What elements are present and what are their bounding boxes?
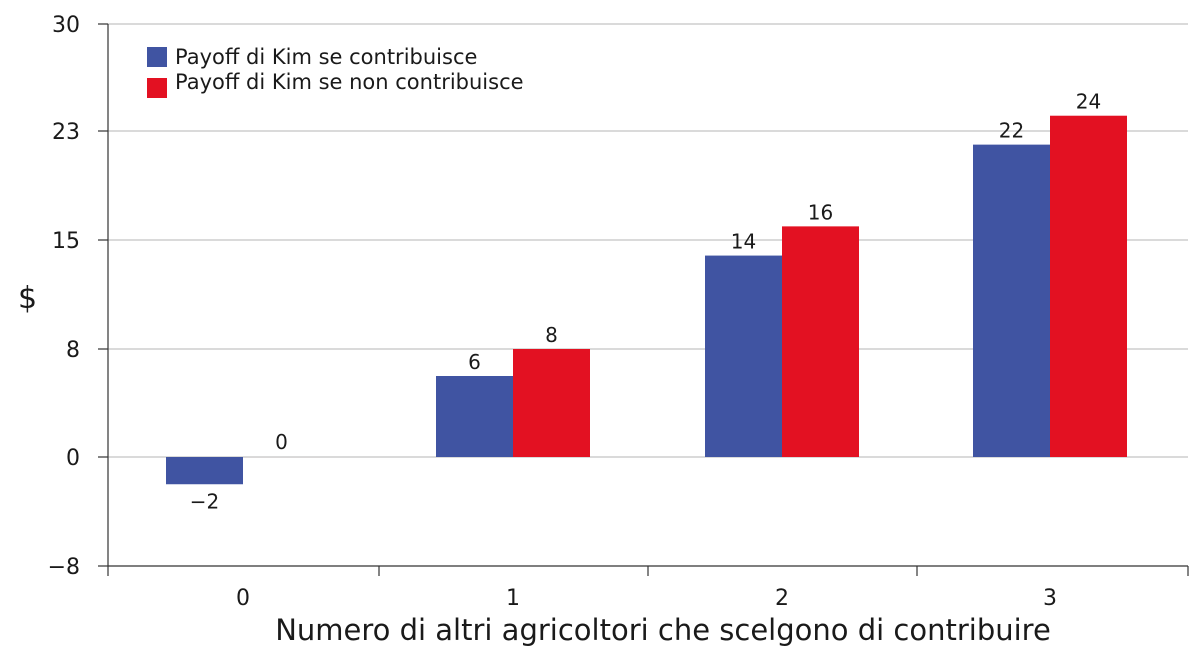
data-label: −2	[190, 489, 219, 513]
data-label: 14	[731, 230, 756, 254]
bar-contribuisce	[436, 376, 513, 457]
x-axis-title: Numero di altri agricoltori che scelgono…	[275, 613, 1051, 647]
bar-contribuisce	[705, 255, 782, 457]
bar-contribuisce	[973, 144, 1050, 457]
bar-non-contribuisce	[1050, 115, 1127, 457]
bar-contribuisce	[166, 457, 243, 485]
data-label: 24	[1076, 90, 1101, 114]
bar-non-contribuisce	[513, 349, 590, 457]
data-label: 6	[468, 350, 481, 374]
y-tick-label: −8	[48, 555, 80, 580]
x-tick-label: 3	[1043, 586, 1057, 611]
axes	[98, 23, 1189, 576]
data-label: 22	[999, 119, 1024, 143]
x-tick-label: 1	[506, 586, 520, 611]
data-label: 0	[275, 430, 288, 454]
legend-label-non-contribuisce: Payoff di Kim se non contribuisce	[175, 70, 524, 94]
legend-swatch-non-contribuisce	[147, 78, 167, 98]
data-label: 8	[545, 323, 558, 347]
x-tick-label: 2	[775, 586, 789, 611]
y-tick-label: 0	[66, 446, 80, 471]
y-tick-label: 30	[52, 13, 80, 38]
bars	[166, 115, 1127, 485]
y-tick-label: 23	[52, 120, 80, 145]
legend: Payoff di Kim se contribuisce Payoff di …	[147, 45, 524, 98]
y-tick-label: 8	[66, 338, 80, 363]
data-label: 16	[808, 200, 833, 224]
bar-non-contribuisce	[782, 226, 859, 457]
x-tick-label: 0	[236, 586, 250, 611]
legend-label-contribuisce: Payoff di Kim se contribuisce	[175, 45, 477, 69]
y-tick-label: 15	[52, 229, 80, 254]
y-axis-title: $	[18, 281, 37, 316]
legend-swatch-contribuisce	[147, 47, 167, 67]
